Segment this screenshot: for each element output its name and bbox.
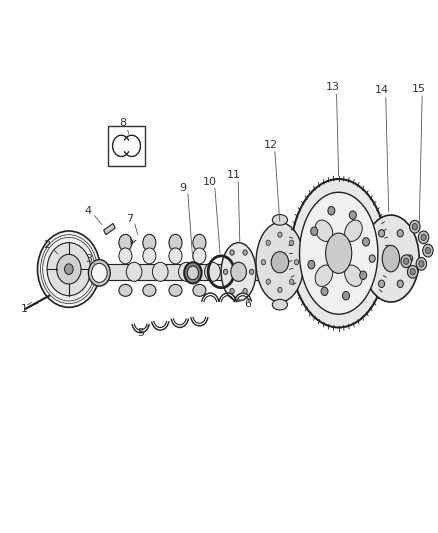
Ellipse shape bbox=[193, 248, 206, 264]
Circle shape bbox=[230, 288, 234, 294]
Ellipse shape bbox=[64, 264, 73, 274]
Ellipse shape bbox=[169, 285, 182, 296]
Text: 10: 10 bbox=[203, 176, 217, 187]
Ellipse shape bbox=[205, 262, 220, 281]
Circle shape bbox=[378, 230, 385, 237]
Text: 1: 1 bbox=[21, 304, 28, 314]
Circle shape bbox=[321, 287, 328, 296]
Ellipse shape bbox=[345, 220, 362, 241]
Circle shape bbox=[308, 261, 315, 269]
Ellipse shape bbox=[193, 235, 206, 251]
Ellipse shape bbox=[325, 233, 352, 273]
Circle shape bbox=[278, 287, 282, 293]
Circle shape bbox=[223, 269, 228, 274]
Circle shape bbox=[403, 258, 409, 264]
Circle shape bbox=[278, 232, 282, 237]
Circle shape bbox=[423, 244, 433, 257]
Text: 15: 15 bbox=[412, 84, 426, 94]
Text: 13: 13 bbox=[326, 82, 340, 92]
Circle shape bbox=[378, 280, 385, 287]
Text: 3: 3 bbox=[85, 254, 92, 263]
Ellipse shape bbox=[92, 263, 107, 282]
Circle shape bbox=[416, 257, 427, 270]
Text: 6: 6 bbox=[244, 298, 251, 309]
Circle shape bbox=[266, 240, 270, 245]
Circle shape bbox=[418, 231, 429, 244]
Circle shape bbox=[407, 265, 418, 278]
Ellipse shape bbox=[152, 262, 168, 281]
Ellipse shape bbox=[179, 262, 194, 281]
Text: 4: 4 bbox=[85, 206, 92, 216]
Circle shape bbox=[328, 206, 335, 215]
Circle shape bbox=[363, 238, 370, 246]
Ellipse shape bbox=[143, 285, 156, 296]
Ellipse shape bbox=[382, 245, 399, 272]
Circle shape bbox=[243, 288, 247, 294]
Circle shape bbox=[401, 255, 411, 268]
Ellipse shape bbox=[57, 254, 81, 284]
Ellipse shape bbox=[169, 235, 182, 251]
Circle shape bbox=[250, 269, 254, 274]
Circle shape bbox=[397, 280, 403, 287]
Circle shape bbox=[290, 240, 294, 245]
Circle shape bbox=[412, 223, 417, 230]
Ellipse shape bbox=[363, 215, 419, 302]
Text: 5: 5 bbox=[137, 328, 144, 338]
Circle shape bbox=[419, 261, 424, 267]
Circle shape bbox=[421, 234, 426, 240]
Circle shape bbox=[397, 230, 403, 237]
Circle shape bbox=[406, 255, 413, 262]
Ellipse shape bbox=[345, 265, 362, 286]
Ellipse shape bbox=[315, 220, 333, 241]
Ellipse shape bbox=[315, 265, 333, 286]
Ellipse shape bbox=[291, 179, 387, 327]
Circle shape bbox=[290, 279, 294, 285]
Ellipse shape bbox=[272, 300, 288, 310]
Ellipse shape bbox=[187, 266, 198, 280]
Circle shape bbox=[410, 220, 420, 233]
Ellipse shape bbox=[221, 243, 256, 301]
Ellipse shape bbox=[119, 235, 132, 251]
Circle shape bbox=[369, 255, 375, 262]
Ellipse shape bbox=[184, 262, 201, 284]
Circle shape bbox=[311, 227, 318, 236]
Ellipse shape bbox=[119, 285, 132, 296]
Circle shape bbox=[410, 269, 415, 275]
Ellipse shape bbox=[143, 248, 156, 264]
Text: 11: 11 bbox=[227, 171, 241, 180]
Ellipse shape bbox=[143, 235, 156, 251]
Circle shape bbox=[294, 260, 299, 265]
Circle shape bbox=[243, 250, 247, 255]
Text: 7: 7 bbox=[126, 214, 133, 224]
Ellipse shape bbox=[38, 231, 100, 308]
Text: 9: 9 bbox=[180, 183, 187, 193]
Bar bbox=[108, 126, 145, 166]
Ellipse shape bbox=[193, 285, 206, 296]
Text: 2: 2 bbox=[43, 240, 51, 251]
Ellipse shape bbox=[231, 262, 247, 281]
Circle shape bbox=[261, 260, 265, 265]
Circle shape bbox=[230, 250, 234, 255]
Ellipse shape bbox=[256, 222, 304, 302]
Ellipse shape bbox=[47, 243, 91, 296]
Ellipse shape bbox=[126, 262, 142, 281]
Circle shape bbox=[350, 211, 356, 220]
Circle shape bbox=[360, 271, 367, 279]
Ellipse shape bbox=[271, 252, 289, 273]
Text: 8: 8 bbox=[119, 118, 126, 128]
Ellipse shape bbox=[169, 248, 182, 264]
Text: 14: 14 bbox=[375, 85, 389, 95]
Circle shape bbox=[266, 279, 270, 285]
Bar bbox=[104, 223, 115, 235]
Text: 12: 12 bbox=[264, 140, 278, 150]
Circle shape bbox=[425, 247, 431, 254]
Ellipse shape bbox=[272, 215, 288, 225]
Ellipse shape bbox=[88, 260, 110, 286]
Circle shape bbox=[343, 292, 350, 300]
Ellipse shape bbox=[300, 192, 378, 314]
Ellipse shape bbox=[119, 248, 132, 264]
